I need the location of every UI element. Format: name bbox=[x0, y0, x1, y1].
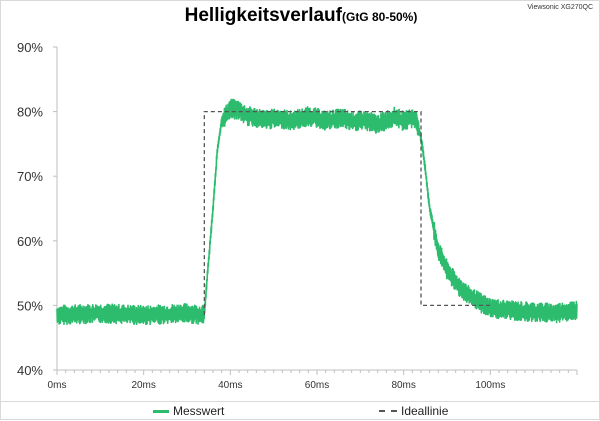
y-tick-label: 40% bbox=[17, 363, 43, 378]
x-tick-label: 40ms bbox=[218, 380, 242, 391]
legend-item-ideallinie: Ideallinie bbox=[379, 404, 448, 418]
y-tick-label: 70% bbox=[17, 169, 43, 184]
series-ideallinie-line bbox=[203, 110, 491, 316]
y-tick-label: 80% bbox=[17, 105, 43, 120]
y-tick-label: 60% bbox=[17, 234, 43, 249]
chart-title-block: Helligkeitsverlauf(GtG 80-50%) bbox=[1, 5, 600, 27]
device-label: Viewsonic XG270QC bbox=[527, 4, 593, 11]
legend-swatch-messwert bbox=[153, 409, 169, 413]
x-tick-label: 20ms bbox=[131, 380, 155, 391]
series-messwert-line bbox=[56, 98, 578, 326]
y-tick-label: 50% bbox=[17, 298, 43, 313]
x-tick-label: 60ms bbox=[305, 380, 329, 391]
legend-label-messwert: Messwert bbox=[173, 404, 225, 418]
y-tick-label: 90% bbox=[17, 40, 43, 55]
legend: Messwert Ideallinie bbox=[1, 401, 600, 420]
x-tick-label: 80ms bbox=[391, 380, 415, 391]
chart-title: Helligkeitsverlauf bbox=[184, 5, 342, 26]
legend-swatch-ideallinie bbox=[379, 410, 397, 412]
chart-subtitle: (GtG 80-50%) bbox=[341, 10, 418, 24]
legend-label-ideallinie: Ideallinie bbox=[401, 404, 449, 418]
x-tick-label: 0ms bbox=[48, 380, 67, 391]
legend-item-messwert: Messwert bbox=[153, 404, 224, 418]
x-tick-label: 100ms bbox=[475, 380, 505, 391]
